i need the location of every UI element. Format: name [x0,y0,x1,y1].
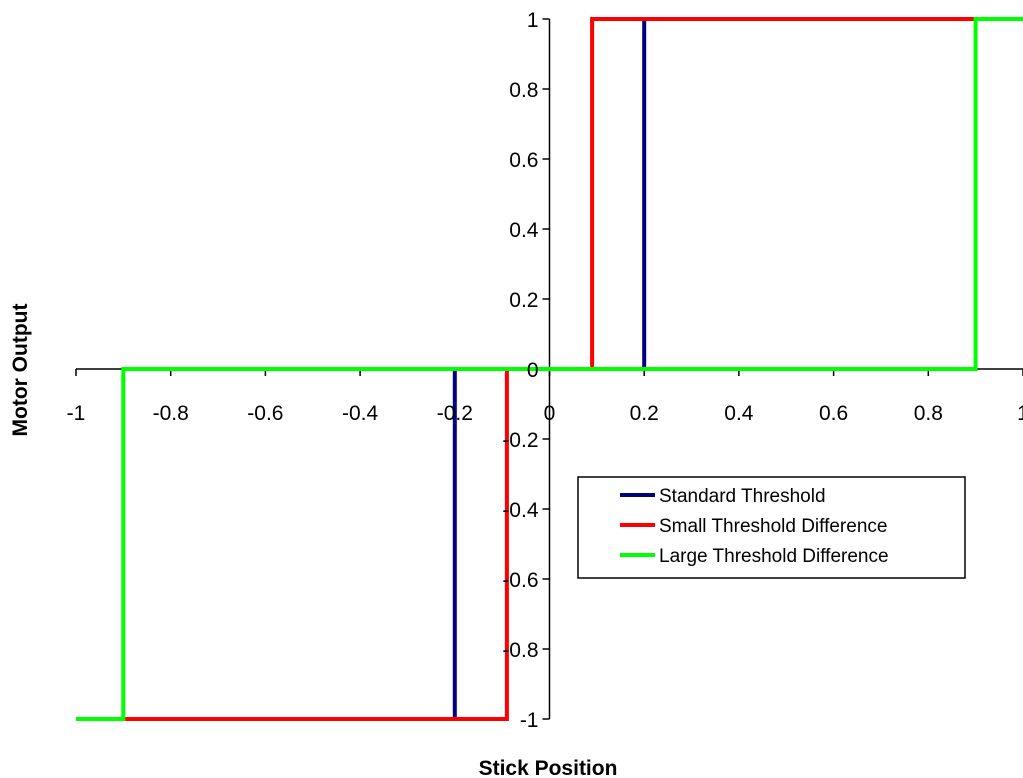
legend-label: Standard Threshold [659,486,826,507]
x-tick-label: 0.2 [630,402,659,425]
legend: Standard Threshold Small Threshold Differ… [577,476,966,579]
y-tick-label: 0.4 [509,219,539,242]
legend-label: Small Threshold Difference [659,516,887,537]
x-tick-label: -0.4 [342,402,379,425]
x-tick-label: 0.4 [724,402,754,425]
y-tick-label: 1 [527,9,539,32]
legend-label: Large Threshold Difference [659,546,889,567]
y-tick-label: -0.6 [502,569,538,592]
series-line-3 [76,17,1023,721]
x-tick-label: -0.2 [437,402,473,425]
y-tick-label: -1 [520,709,539,732]
x-tick-label: -0.8 [153,402,189,425]
tick-labels: -1 -0.8 -0.6 -0.4 -0.2 0 0.2 0.4 0.6 0.8 1 -1 -0.8 -0… [67,9,1023,732]
y-tick-label: 0.6 [509,149,538,172]
x-tick-label: 0.6 [819,402,848,425]
y-tick-label: -0.4 [502,499,539,522]
y-tick-label: 0.2 [509,289,538,312]
x-tick-label: 1 [1017,402,1023,425]
y-tick-label: 0.8 [509,79,538,102]
y-tick-label: -0.2 [502,429,538,452]
x-tick-label: 0 [544,402,556,425]
series-lines [76,17,1023,721]
x-tick-label: -1 [67,402,86,425]
x-tick-label: 0.8 [914,402,943,425]
y-axis-title: Motor Output [9,304,32,437]
y-tick-label: -0.8 [502,639,538,662]
y-tick-label: 0 [527,359,539,382]
x-axis-title: Stick Position [479,757,618,778]
x-tick-label: -0.6 [247,402,283,425]
